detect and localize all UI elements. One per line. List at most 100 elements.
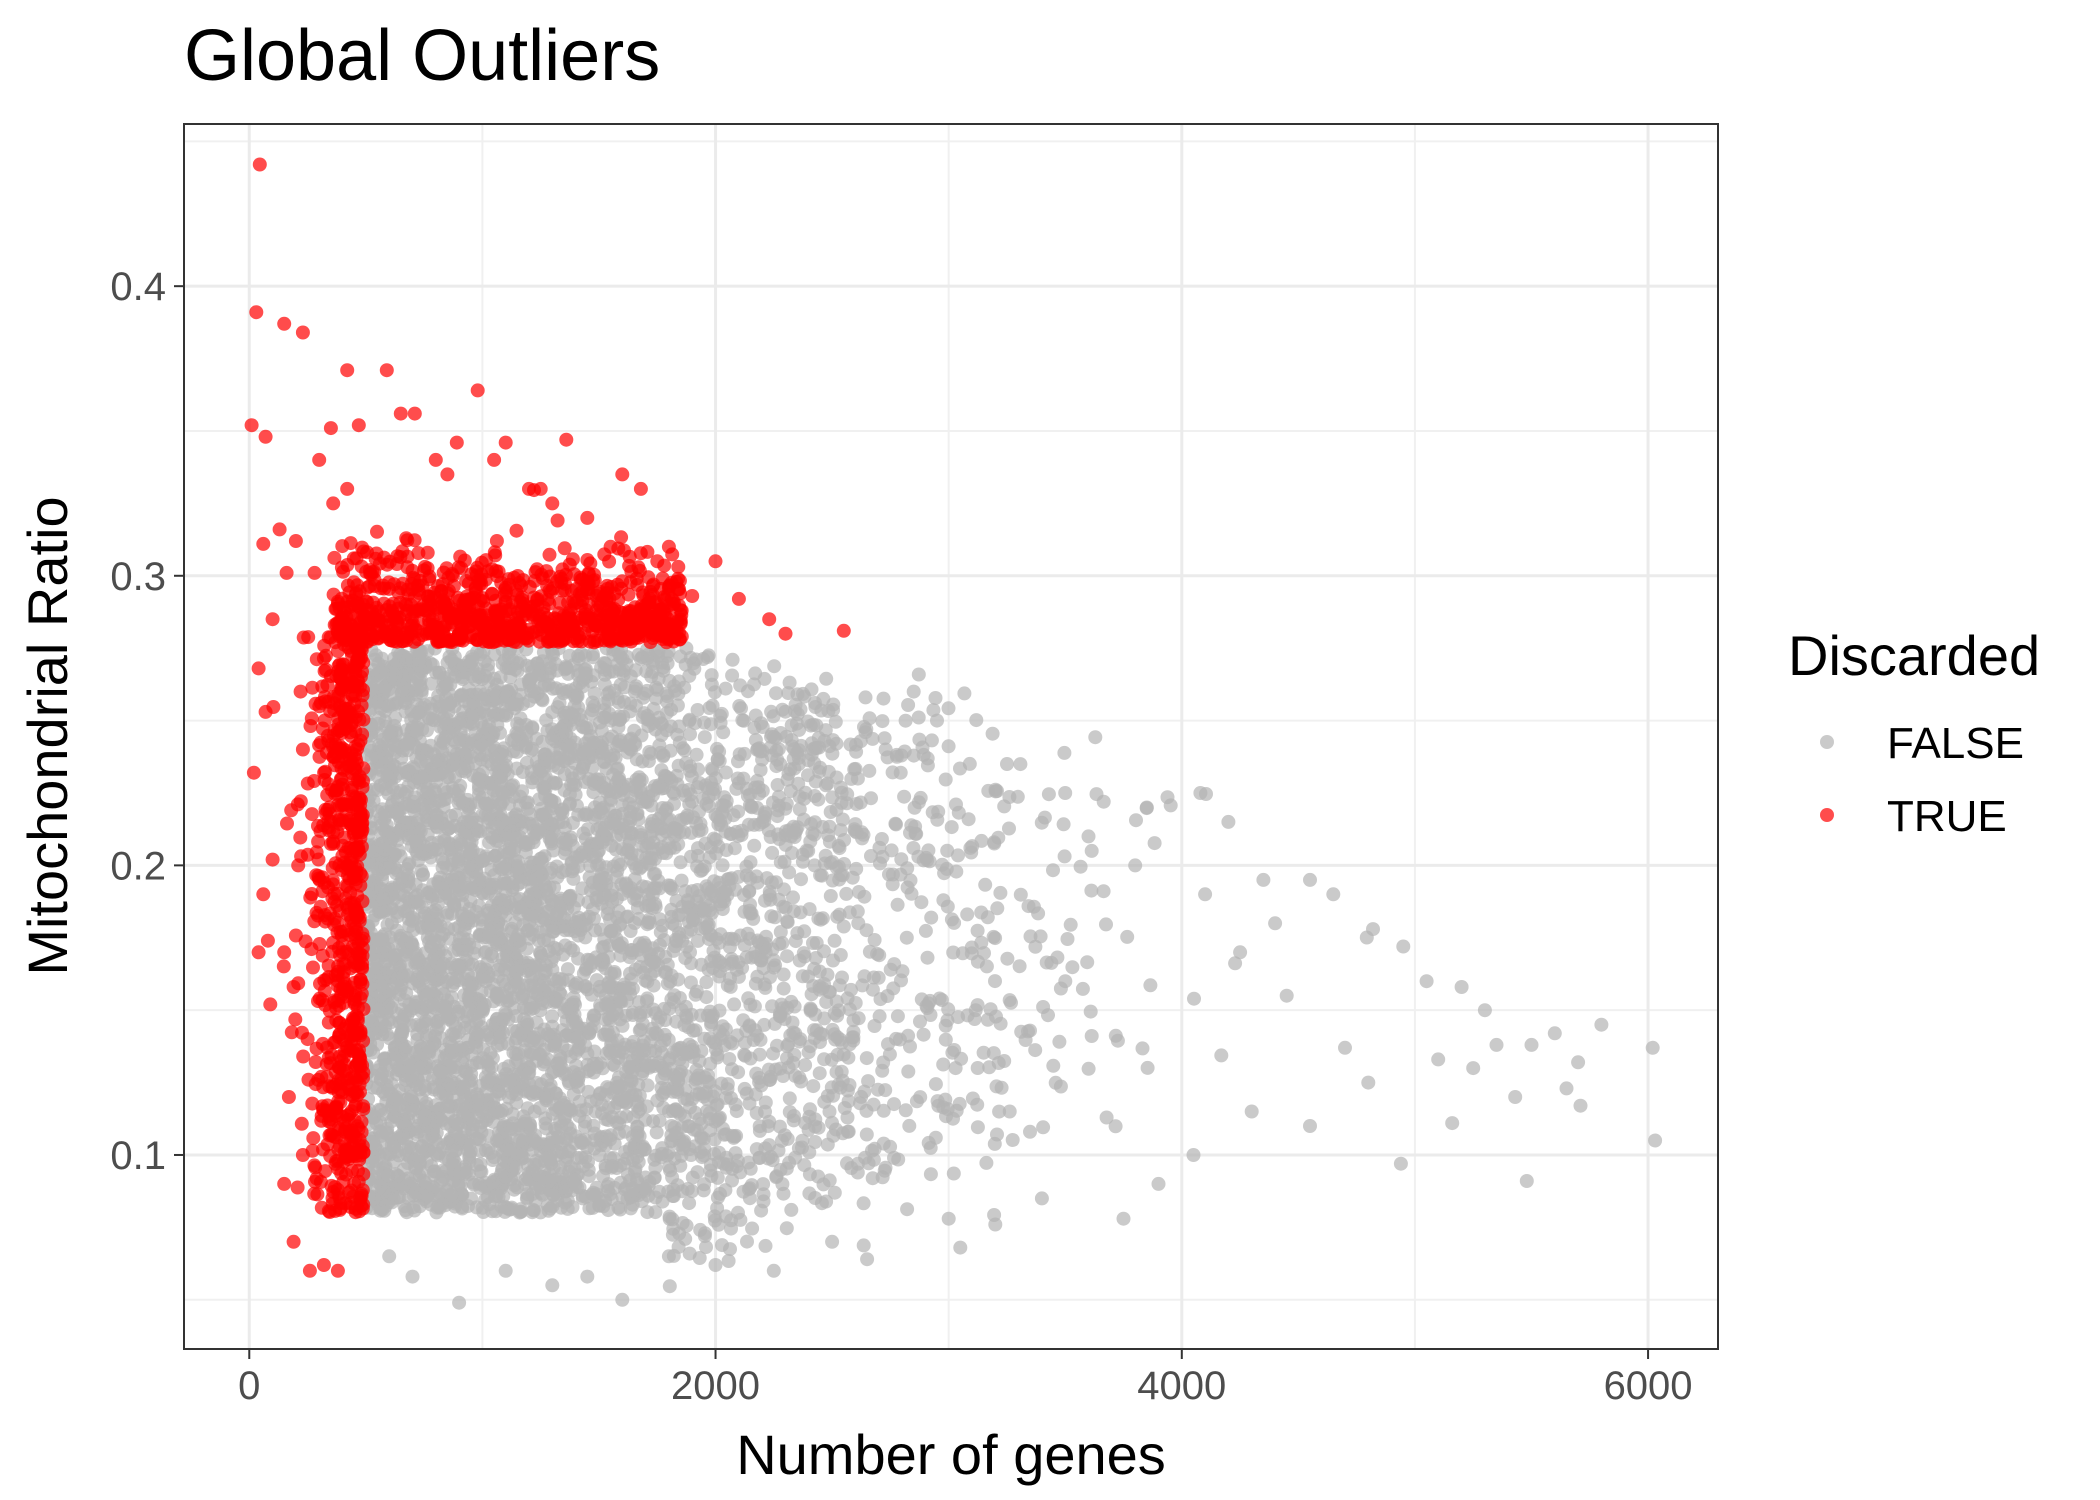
point-false	[828, 714, 843, 729]
point-false	[864, 791, 878, 806]
point-false	[1013, 887, 1028, 902]
point-false	[623, 813, 638, 828]
point-false	[727, 841, 742, 856]
point-false	[387, 718, 402, 733]
point-false	[699, 975, 714, 990]
point-false	[733, 928, 748, 943]
point-false	[622, 1082, 637, 1097]
point-false	[592, 857, 607, 872]
point-false	[811, 1169, 826, 1184]
point-false	[507, 817, 522, 832]
point-false	[969, 713, 984, 728]
point-false	[1028, 939, 1043, 954]
point-false	[492, 764, 507, 779]
point-false	[875, 714, 890, 729]
point-false	[812, 1066, 827, 1081]
point-false	[579, 807, 594, 822]
point-false	[405, 938, 420, 953]
point-false	[762, 1138, 777, 1153]
point-false	[453, 793, 467, 808]
point-false	[870, 946, 885, 961]
point-false	[482, 924, 497, 939]
point-false	[734, 701, 748, 716]
point-false	[963, 840, 978, 855]
point-false	[673, 855, 688, 870]
point-false	[618, 1145, 633, 1159]
point-false	[951, 805, 966, 820]
point-false	[706, 943, 721, 958]
point-false	[603, 1151, 618, 1166]
point-false	[563, 891, 578, 906]
point-false	[739, 859, 754, 874]
point-false	[526, 979, 541, 994]
point-false	[488, 1189, 502, 1204]
point-false	[755, 720, 770, 734]
point-false	[780, 949, 795, 964]
point-false	[393, 1177, 408, 1192]
point-false	[558, 837, 573, 852]
point-false	[787, 704, 802, 719]
point-false	[1143, 978, 1158, 993]
point-false	[890, 897, 905, 912]
point-false	[806, 1079, 821, 1094]
point-false	[608, 785, 623, 800]
point-false	[804, 817, 819, 832]
point-false	[987, 835, 1002, 850]
point-false	[827, 1185, 842, 1200]
point-false	[878, 1083, 893, 1098]
point-false	[779, 1221, 794, 1236]
point-false	[988, 974, 1002, 989]
point-false	[820, 776, 835, 791]
point-false	[651, 957, 666, 972]
point-false	[1147, 836, 1162, 851]
point-false	[1057, 745, 1072, 760]
point-false	[747, 999, 762, 1014]
point-false	[867, 1019, 882, 1033]
point-false	[803, 1039, 818, 1054]
minor-gridlines	[184, 124, 1718, 1349]
point-false	[718, 681, 733, 696]
point-false	[841, 1050, 856, 1065]
point-false	[946, 1166, 961, 1181]
point-false	[626, 856, 641, 871]
point-false	[740, 1234, 754, 1249]
point-false	[1129, 813, 1143, 828]
point-false	[544, 836, 559, 851]
chart-title: Global Outliers	[184, 16, 660, 96]
point-false	[669, 1070, 684, 1085]
point-false	[537, 966, 552, 981]
point-false	[414, 797, 429, 812]
point-false	[780, 1131, 795, 1146]
point-false	[657, 1085, 672, 1100]
point-false	[816, 691, 831, 706]
point-false	[501, 1059, 516, 1074]
point-false	[685, 1092, 700, 1107]
point-false	[537, 771, 552, 786]
point-false	[817, 1011, 832, 1026]
point-false	[913, 1014, 927, 1029]
point-false	[813, 868, 828, 883]
point-false	[1081, 1061, 1096, 1076]
point-false	[398, 1042, 413, 1057]
point-false	[682, 1196, 697, 1211]
point-false	[1046, 863, 1060, 878]
point-false	[596, 939, 611, 954]
point-false	[826, 733, 840, 748]
point-false	[887, 1097, 901, 1112]
point-false	[603, 1128, 618, 1143]
point-false	[920, 758, 935, 773]
point-false	[686, 1023, 701, 1038]
point-false	[859, 923, 874, 938]
point-false	[979, 1155, 994, 1170]
point-false	[898, 713, 913, 728]
point-false	[476, 720, 491, 735]
point-false	[662, 1211, 677, 1226]
point-false	[586, 901, 600, 916]
point-false	[725, 954, 740, 969]
point-false	[567, 1065, 581, 1080]
point-false	[976, 1045, 991, 1060]
point-false	[782, 1105, 797, 1119]
point-false	[859, 1051, 874, 1066]
point-false	[815, 911, 830, 926]
point-false	[656, 1100, 671, 1115]
